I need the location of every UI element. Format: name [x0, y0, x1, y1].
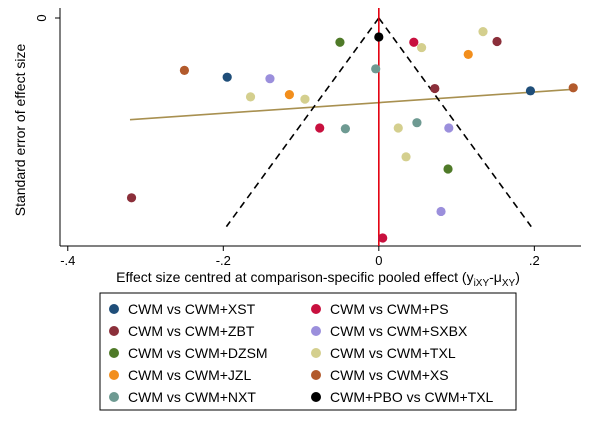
point-series-7-1: [568, 83, 578, 93]
point-series-7-0: [179, 65, 190, 75]
x-tick-label-3: .2: [529, 253, 540, 268]
legend-box: [99, 292, 517, 411]
point-series-2-0: [492, 36, 502, 47]
legend-marker-9: [311, 392, 321, 402]
legend-label-8: CWM vs CWM+NXT: [128, 389, 256, 405]
x-tick-label-2: 0: [375, 253, 382, 268]
point-series-0-1: [525, 86, 536, 96]
funnel-left-line: [225, 17, 380, 228]
legend-marker-7: [311, 370, 321, 380]
point-series-6-1: [284, 90, 294, 100]
x-axis-title-sub2: XY: [502, 278, 516, 289]
point-series-5-0: [416, 42, 427, 53]
legend-marker-1: [311, 304, 321, 314]
point-series-5-3: [300, 94, 310, 104]
x-axis-title-end: ): [515, 269, 520, 285]
x-axis-title-mid: -μ: [489, 269, 502, 285]
axes: -.4 -.2 0 .2 0: [34, 8, 581, 268]
point-series-2-2: [126, 193, 137, 203]
legend-label-4: CWM vs CWM+DZSM: [128, 345, 268, 361]
point-series-1-0: [409, 37, 419, 47]
legend-marker-0: [109, 304, 119, 314]
x-tick-label-0: -.4: [60, 253, 75, 268]
axis-labels: Standard error of effect size Effect siz…: [12, 44, 520, 289]
point-series-4-1: [443, 164, 453, 174]
legend-marker-8: [109, 392, 119, 402]
point-series-9-0: [374, 32, 384, 42]
y-axis-title: Standard error of effect size: [12, 44, 28, 217]
legend-label-3: CWM vs CWM+SXBX: [330, 323, 468, 339]
x-axis-title: Effect size centred at comparison-specif…: [116, 269, 520, 289]
point-series-8-2: [412, 118, 422, 128]
point-series-5-4: [393, 123, 403, 133]
point-series-3-0: [265, 74, 275, 84]
plot-lines: [129, 8, 574, 246]
legend: CWM vs CWM+XST CWM vs CWM+PS CWM vs CWM+ZB…: [99, 292, 517, 411]
point-series-8-0: [371, 64, 381, 74]
x-axis-title-main: Effect size centred at comparison-specif…: [116, 269, 473, 285]
legend-label-0: CWM vs CWM+XST: [128, 301, 256, 317]
point-series-1-1: [315, 123, 325, 133]
legend-marker-5: [311, 348, 321, 358]
legend-label-6: CWM vs CWM+JZL: [128, 367, 251, 383]
point-series-5-5: [401, 152, 411, 162]
point-series-1-2: [378, 233, 388, 243]
point-series-5-1: [478, 27, 488, 37]
legend-label-5: CWM vs CWM+TXL: [330, 345, 456, 361]
legend-marker-3: [311, 326, 321, 336]
legend-label-1: CWM vs CWM+PS: [330, 301, 449, 317]
legend-label-2: CWM vs CWM+ZBT: [128, 323, 255, 339]
legend-marker-4: [109, 348, 119, 358]
regression-line: [129, 88, 574, 121]
point-series-5-2: [245, 92, 256, 102]
point-series-6-0: [463, 49, 473, 60]
point-series-2-1: [430, 83, 440, 94]
point-series-4-0: [335, 37, 345, 47]
y-tick-label-0: 0: [34, 14, 49, 21]
legend-label-9: CWM+PBO vs CWM+TXL: [330, 389, 494, 405]
legend-label-7: CWM vs CWM+XS: [330, 367, 449, 383]
x-axis-title-sub1: iXY: [474, 278, 490, 289]
point-series-3-1: [444, 123, 454, 133]
funnel-right-line: [378, 17, 532, 228]
point-series-0-0: [222, 72, 232, 82]
x-tick-label-1: -.2: [216, 253, 231, 268]
legend-marker-6: [109, 370, 119, 380]
legend-marker-2: [109, 326, 119, 336]
point-series-3-2: [436, 206, 446, 217]
data-points: [126, 27, 578, 243]
point-series-8-1: [340, 124, 350, 134]
